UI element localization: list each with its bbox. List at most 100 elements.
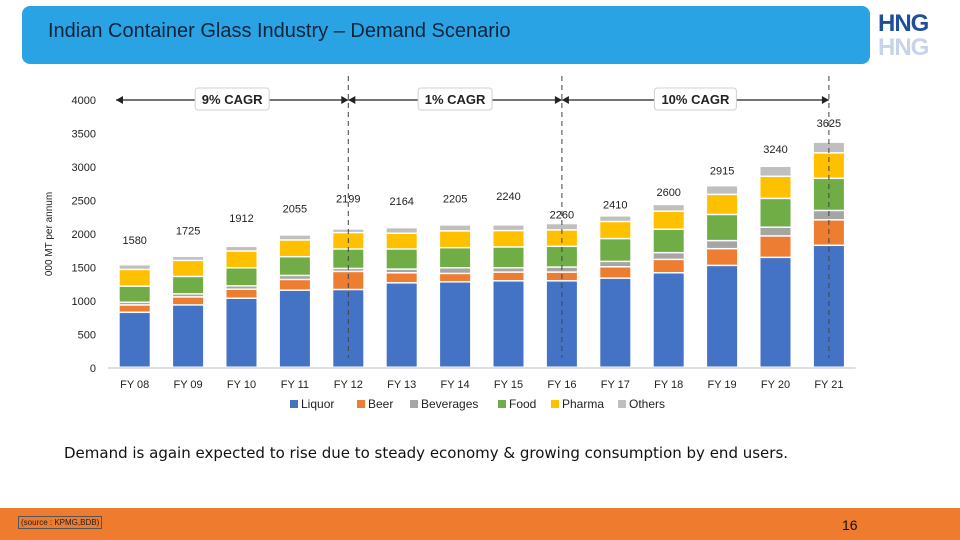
bar-segment-beer (653, 260, 684, 273)
cagr-box (417, 87, 493, 111)
logo-reflection: HNG (878, 34, 929, 61)
bar-segment-food (440, 248, 471, 268)
cagr-label: 9% CAGR (202, 92, 263, 107)
cagr-label: 10% CAGR (661, 92, 730, 107)
bar-segment-beer (333, 272, 364, 289)
y-tick-label: 3500 (72, 129, 96, 141)
bar-segment-liquor (386, 283, 417, 367)
cagr-arrow-head (348, 96, 356, 104)
legend-swatch-beer (357, 400, 365, 408)
y-tick-label: 0 (90, 363, 96, 375)
bar-segment-others (173, 257, 204, 260)
legend-label-liquor: Liquor (301, 397, 334, 411)
x-tick-label: FY 14 (441, 379, 470, 391)
slide-caption: Demand is again expected to rise due to … (64, 444, 789, 462)
bar-segment-beverages (173, 294, 204, 297)
y-axis-title: 000 MT per annum (44, 192, 55, 276)
bar-segment-beverages (279, 276, 310, 279)
legend-label-pharma: Pharma (562, 397, 604, 411)
cagr-arrow-head (561, 96, 569, 104)
x-tick-label: FY 19 (708, 379, 737, 391)
bar-segment-others (493, 225, 524, 230)
bar-segment-food (279, 257, 310, 275)
bar-total-label: 1912 (229, 213, 253, 225)
cagr-label: 1% CAGR (425, 92, 486, 107)
bar-segment-pharma (173, 261, 204, 276)
bar-segment-pharma (813, 153, 844, 178)
bar-segment-food (173, 277, 204, 294)
bar-segment-others (226, 247, 257, 251)
x-tick-label: FY 10 (227, 379, 256, 391)
cagr-arrow-head (341, 96, 349, 104)
source-note: (source : KPMG,BDB) (18, 516, 103, 529)
bar-total-label: 2240 (496, 191, 520, 203)
bar-segment-liquor (493, 281, 524, 367)
logo-text: HNG (878, 10, 929, 37)
bar-segment-pharma (440, 231, 471, 247)
bar-segment-liquor (440, 282, 471, 367)
legend-swatch-beverages (410, 400, 418, 408)
bar-segment-beverages (707, 241, 738, 248)
bar-segment-others (386, 228, 417, 233)
hng-logo: HNG HNG (878, 10, 942, 62)
bar-segment-beer (493, 272, 524, 281)
bar-segment-liquor (653, 273, 684, 367)
bar-segment-beverages (386, 269, 417, 273)
bar-segment-pharma (600, 222, 631, 238)
cagr-arrow-head (821, 96, 829, 104)
bar-segment-food (386, 249, 417, 269)
x-tick-label: FY 20 (761, 379, 790, 391)
x-tick-label: FY 18 (654, 379, 683, 391)
bar-segment-others (600, 216, 631, 221)
legend-swatch-pharma (551, 400, 559, 408)
bar-segment-pharma (707, 195, 738, 214)
bar-segment-beer (440, 274, 471, 282)
bar-total-label: 2410 (603, 200, 627, 212)
footer-bar (0, 508, 960, 540)
bar-segment-beverages (600, 262, 631, 266)
bar-segment-beer (226, 289, 257, 298)
legend-label-beer: Beer (368, 397, 393, 411)
bar-segment-pharma (226, 251, 257, 268)
bar-segment-liquor (279, 290, 310, 367)
x-tick-label: FY 11 (281, 379, 309, 391)
bar-total-label: 1725 (176, 225, 200, 237)
bar-segment-pharma (119, 270, 150, 286)
y-tick-label: 4000 (72, 95, 96, 107)
bar-segment-beer (119, 305, 150, 312)
bar-segment-liquor (600, 278, 631, 367)
bar-total-label: 2205 (443, 193, 467, 205)
bar-segment-pharma (279, 240, 310, 256)
bar-segment-pharma (493, 231, 524, 247)
legend-label-beverages: Beverages (421, 397, 478, 411)
y-tick-label: 1500 (72, 263, 96, 275)
cagr-arrow-head (116, 96, 123, 104)
bar-segment-liquor (173, 305, 204, 367)
bar-segment-food (760, 199, 791, 227)
y-tick-label: 500 (78, 330, 96, 342)
cagr-box (653, 87, 737, 111)
bar-segment-beer (707, 249, 738, 265)
bar-segment-others (279, 235, 310, 240)
bar-segment-pharma (760, 177, 791, 198)
demand-stacked-bar-chart: 0 500 1000 1500 2000 2500 3000 3500 4000 000 MT p… (44, 76, 856, 411)
x-tick-label: FY 08 (120, 379, 149, 391)
bar-segment-food (653, 229, 684, 252)
legend-label-others: Others (629, 397, 665, 411)
bar-segment-others (119, 265, 150, 269)
cagr-box (194, 87, 270, 111)
bar-segment-beer (279, 280, 310, 290)
bar-total-label: 2199 (336, 194, 360, 206)
bar-segment-liquor (760, 258, 791, 367)
bar-segment-beer (386, 273, 417, 283)
bar-segment-beer (600, 267, 631, 278)
slide-title: Indian Container Glass Industry – Demand… (48, 20, 511, 42)
title-banner (22, 6, 870, 64)
x-tick-label: FY 21 (814, 379, 843, 391)
bar-total-label: 2055 (283, 203, 307, 215)
bar-segment-beverages (440, 268, 471, 273)
bar-total-label: 2164 (389, 196, 413, 208)
bar-segment-beverages (119, 303, 150, 305)
y-tick-label: 1000 (72, 296, 96, 308)
bar-total-label: 2600 (656, 187, 680, 199)
